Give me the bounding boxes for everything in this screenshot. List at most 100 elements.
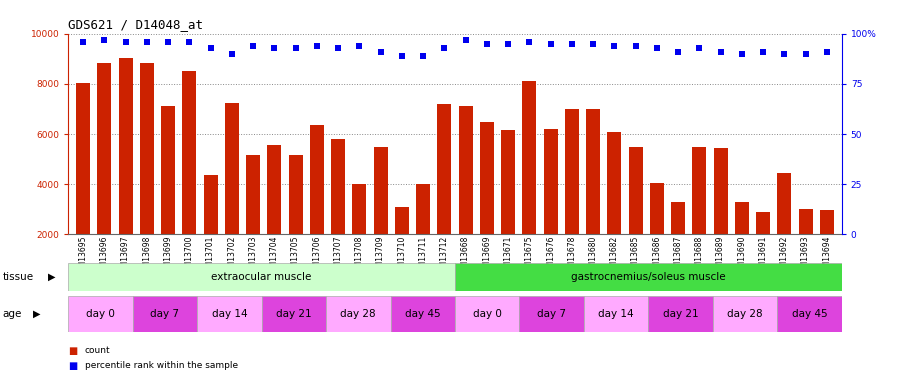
Text: percentile rank within the sample: percentile rank within the sample bbox=[85, 361, 238, 370]
Point bbox=[246, 43, 260, 49]
Bar bbox=[608, 132, 622, 285]
Bar bbox=[161, 106, 175, 285]
Bar bbox=[140, 63, 154, 285]
Text: GDS621 / D14048_at: GDS621 / D14048_at bbox=[68, 18, 203, 31]
Point bbox=[437, 45, 451, 51]
Bar bbox=[520, 296, 584, 332]
Bar bbox=[288, 155, 302, 285]
Point bbox=[756, 49, 771, 55]
Text: day 7: day 7 bbox=[150, 309, 179, 319]
Text: day 21: day 21 bbox=[276, 309, 311, 319]
Bar bbox=[438, 104, 451, 285]
Text: day 7: day 7 bbox=[537, 309, 566, 319]
Bar bbox=[326, 296, 390, 332]
Point bbox=[522, 39, 537, 45]
Point bbox=[798, 51, 813, 57]
Bar bbox=[197, 296, 262, 332]
Bar bbox=[352, 184, 367, 285]
Point bbox=[182, 39, 197, 45]
Point bbox=[586, 41, 601, 47]
Point bbox=[309, 43, 324, 49]
Point bbox=[225, 51, 239, 57]
Point bbox=[650, 45, 664, 51]
Bar bbox=[629, 147, 642, 285]
Point bbox=[416, 53, 430, 59]
Bar bbox=[565, 109, 579, 285]
Text: day 0: day 0 bbox=[473, 309, 501, 319]
Point bbox=[628, 43, 642, 49]
Point bbox=[161, 39, 176, 45]
Text: day 14: day 14 bbox=[212, 309, 248, 319]
Point bbox=[373, 49, 388, 55]
Point bbox=[480, 41, 494, 47]
Point bbox=[331, 45, 346, 51]
Bar bbox=[480, 122, 494, 285]
Bar bbox=[459, 106, 472, 285]
Point bbox=[139, 39, 154, 45]
Bar bbox=[543, 129, 558, 285]
Bar bbox=[648, 296, 713, 332]
Point bbox=[268, 45, 282, 51]
Text: count: count bbox=[85, 346, 110, 355]
Text: day 45: day 45 bbox=[792, 309, 827, 319]
Bar bbox=[756, 212, 770, 285]
Point bbox=[203, 45, 217, 51]
Text: ■: ■ bbox=[68, 361, 77, 370]
Bar bbox=[693, 147, 706, 285]
Point bbox=[501, 41, 515, 47]
Bar bbox=[133, 296, 197, 332]
Text: extraocular muscle: extraocular muscle bbox=[211, 272, 312, 282]
Text: day 28: day 28 bbox=[727, 309, 763, 319]
Text: day 14: day 14 bbox=[599, 309, 634, 319]
Point bbox=[118, 39, 133, 45]
Bar bbox=[76, 82, 90, 285]
Text: day 0: day 0 bbox=[86, 309, 115, 319]
Point bbox=[288, 45, 303, 51]
Text: gastrocnemius/soleus muscle: gastrocnemius/soleus muscle bbox=[571, 272, 725, 282]
Point bbox=[76, 39, 90, 45]
Text: day 28: day 28 bbox=[340, 309, 376, 319]
Point bbox=[352, 43, 367, 49]
Text: ▶: ▶ bbox=[48, 272, 56, 282]
Bar bbox=[584, 296, 648, 332]
Bar bbox=[455, 296, 520, 332]
Bar bbox=[97, 63, 111, 285]
Bar bbox=[713, 148, 727, 285]
Bar bbox=[713, 296, 777, 332]
Bar bbox=[118, 58, 133, 285]
Bar bbox=[68, 296, 133, 332]
Bar bbox=[390, 296, 455, 332]
Bar bbox=[501, 130, 515, 285]
Bar bbox=[247, 155, 260, 285]
Point bbox=[607, 43, 622, 49]
Point bbox=[97, 37, 112, 43]
Point bbox=[543, 41, 558, 47]
Bar bbox=[735, 202, 749, 285]
Bar bbox=[183, 71, 197, 285]
Bar bbox=[268, 146, 281, 285]
Point bbox=[459, 37, 473, 43]
Bar bbox=[331, 139, 345, 285]
Bar bbox=[820, 210, 834, 285]
Bar bbox=[777, 296, 842, 332]
Point bbox=[820, 49, 834, 55]
Point bbox=[693, 45, 707, 51]
Bar bbox=[204, 176, 217, 285]
Bar bbox=[416, 184, 430, 285]
Bar bbox=[650, 183, 663, 285]
Text: day 45: day 45 bbox=[405, 309, 440, 319]
Bar bbox=[672, 202, 685, 285]
Point bbox=[734, 51, 749, 57]
Bar bbox=[522, 81, 536, 285]
Bar bbox=[395, 207, 409, 285]
Bar bbox=[799, 209, 813, 285]
Bar bbox=[777, 173, 792, 285]
Text: tissue: tissue bbox=[3, 272, 34, 282]
Text: ■: ■ bbox=[68, 346, 77, 355]
Text: ▶: ▶ bbox=[33, 309, 40, 319]
Bar bbox=[310, 125, 324, 285]
Point bbox=[564, 41, 579, 47]
Bar bbox=[262, 296, 326, 332]
Text: day 21: day 21 bbox=[662, 309, 698, 319]
Bar bbox=[225, 103, 238, 285]
